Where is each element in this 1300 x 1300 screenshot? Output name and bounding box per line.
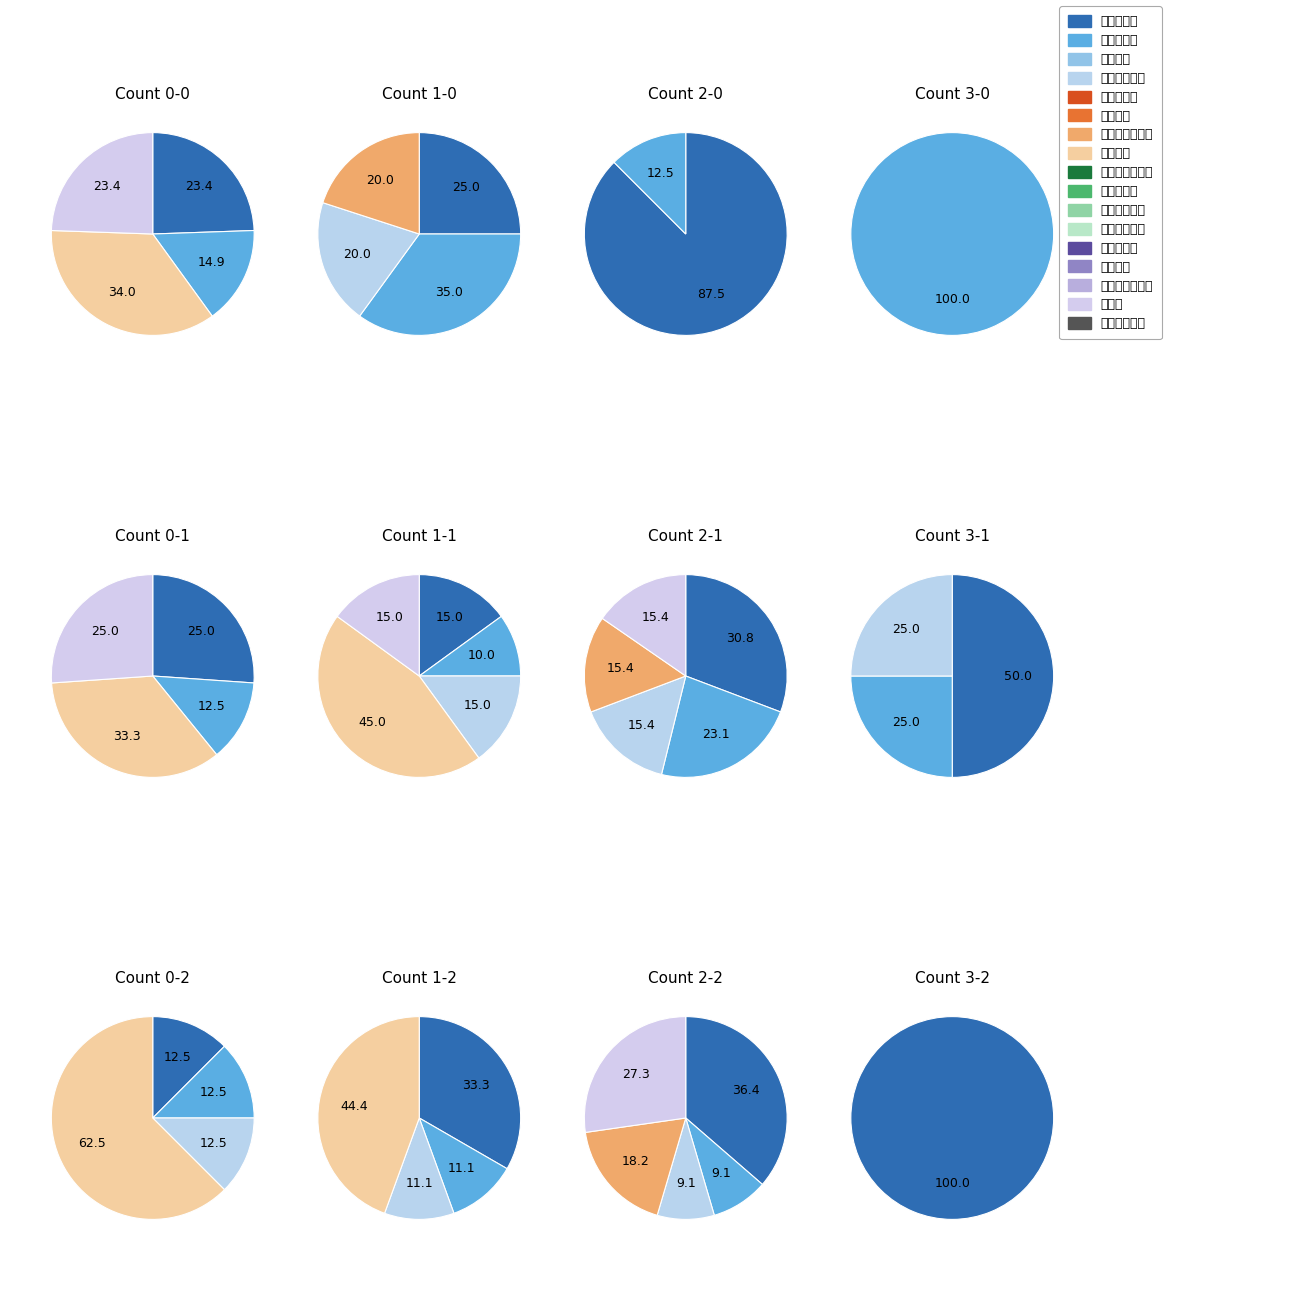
Legend: ストレート, ツーシーム, シュート, カットボール, スプリット, フォーク, チェンジアップ, シンカー, 高速スライダー, スライダー, 縦スライダー, : ストレート, ツーシーム, シュート, カットボール, スプリット, フォーク,… <box>1060 6 1162 339</box>
Wedge shape <box>585 619 686 712</box>
Title: Count 3-0: Count 3-0 <box>915 87 989 101</box>
Wedge shape <box>685 575 786 712</box>
Text: 12.5: 12.5 <box>200 1136 227 1149</box>
Wedge shape <box>52 1017 225 1219</box>
Title: Count 1-1: Count 1-1 <box>382 529 456 543</box>
Text: 15.4: 15.4 <box>641 611 670 624</box>
Wedge shape <box>153 230 254 316</box>
Wedge shape <box>585 133 786 335</box>
Title: Count 0-1: Count 0-1 <box>116 529 190 543</box>
Wedge shape <box>850 1017 1054 1219</box>
Text: 87.5: 87.5 <box>697 289 725 302</box>
Wedge shape <box>318 616 478 777</box>
Wedge shape <box>614 133 686 234</box>
Text: 35.0: 35.0 <box>436 286 463 299</box>
Text: 20.0: 20.0 <box>343 248 370 261</box>
Wedge shape <box>850 676 952 777</box>
Wedge shape <box>585 1017 686 1132</box>
Wedge shape <box>662 676 780 777</box>
Text: 9.1: 9.1 <box>676 1178 696 1191</box>
Text: 11.1: 11.1 <box>406 1178 433 1191</box>
Text: 11.1: 11.1 <box>447 1162 476 1175</box>
Text: 23.4: 23.4 <box>94 181 121 194</box>
Text: 18.2: 18.2 <box>623 1154 650 1167</box>
Wedge shape <box>52 676 217 777</box>
Wedge shape <box>602 575 686 676</box>
Text: 36.4: 36.4 <box>732 1084 759 1097</box>
Wedge shape <box>152 133 254 234</box>
Title: Count 2-0: Count 2-0 <box>649 87 723 101</box>
Title: Count 3-1: Count 3-1 <box>915 529 989 543</box>
Text: 34.0: 34.0 <box>108 286 135 299</box>
Title: Count 2-1: Count 2-1 <box>649 529 723 543</box>
Title: Count 2-2: Count 2-2 <box>649 971 723 985</box>
Wedge shape <box>686 1118 762 1216</box>
Wedge shape <box>52 575 153 682</box>
Wedge shape <box>952 575 1054 777</box>
Wedge shape <box>318 203 419 316</box>
Wedge shape <box>592 676 686 775</box>
Text: 15.4: 15.4 <box>628 719 656 732</box>
Wedge shape <box>322 133 420 234</box>
Text: 20.0: 20.0 <box>367 174 394 187</box>
Text: 15.0: 15.0 <box>376 611 403 624</box>
Wedge shape <box>153 1118 255 1190</box>
Wedge shape <box>685 1017 786 1184</box>
Text: 25.0: 25.0 <box>892 623 919 636</box>
Wedge shape <box>152 575 254 682</box>
Text: 100.0: 100.0 <box>935 1178 970 1191</box>
Text: 23.1: 23.1 <box>702 728 731 741</box>
Wedge shape <box>360 234 520 335</box>
Text: 44.4: 44.4 <box>341 1100 368 1113</box>
Text: 50.0: 50.0 <box>1004 670 1032 682</box>
Text: 25.0: 25.0 <box>452 181 480 194</box>
Text: 12.5: 12.5 <box>164 1050 192 1063</box>
Text: 15.4: 15.4 <box>606 662 634 675</box>
Text: 15.0: 15.0 <box>464 699 491 712</box>
Wedge shape <box>419 133 520 234</box>
Text: 25.0: 25.0 <box>892 716 919 729</box>
Wedge shape <box>337 575 420 676</box>
Wedge shape <box>419 616 520 676</box>
Wedge shape <box>152 1017 225 1118</box>
Text: 33.3: 33.3 <box>463 1079 490 1092</box>
Text: 100.0: 100.0 <box>935 294 970 307</box>
Wedge shape <box>850 575 953 676</box>
Wedge shape <box>419 575 502 676</box>
Text: 25.0: 25.0 <box>187 624 214 637</box>
Wedge shape <box>658 1118 714 1219</box>
Text: 25.0: 25.0 <box>91 624 118 637</box>
Title: Count 1-0: Count 1-0 <box>382 87 456 101</box>
Wedge shape <box>153 676 254 755</box>
Wedge shape <box>419 1118 507 1213</box>
Wedge shape <box>585 1118 686 1216</box>
Text: 12.5: 12.5 <box>198 699 225 712</box>
Text: 33.3: 33.3 <box>113 729 140 742</box>
Text: 45.0: 45.0 <box>359 716 386 729</box>
Text: 12.5: 12.5 <box>646 166 675 179</box>
Text: 9.1: 9.1 <box>711 1167 732 1180</box>
Title: Count 0-2: Count 0-2 <box>116 971 190 985</box>
Wedge shape <box>385 1118 454 1219</box>
Text: 15.0: 15.0 <box>436 611 463 624</box>
Text: 27.3: 27.3 <box>623 1069 650 1082</box>
Wedge shape <box>153 1046 255 1118</box>
Text: 23.4: 23.4 <box>185 181 212 194</box>
Text: 12.5: 12.5 <box>200 1087 227 1100</box>
Wedge shape <box>419 1017 521 1169</box>
Text: 30.8: 30.8 <box>727 632 754 645</box>
Wedge shape <box>318 1017 420 1213</box>
Title: Count 1-2: Count 1-2 <box>382 971 456 985</box>
Wedge shape <box>419 676 520 758</box>
Text: 14.9: 14.9 <box>198 256 226 269</box>
Wedge shape <box>52 133 153 234</box>
Text: 10.0: 10.0 <box>468 649 495 662</box>
Text: 62.5: 62.5 <box>78 1136 105 1149</box>
Wedge shape <box>52 230 212 335</box>
Wedge shape <box>850 133 1054 335</box>
Title: Count 3-2: Count 3-2 <box>915 971 989 985</box>
Title: Count 0-0: Count 0-0 <box>116 87 190 101</box>
